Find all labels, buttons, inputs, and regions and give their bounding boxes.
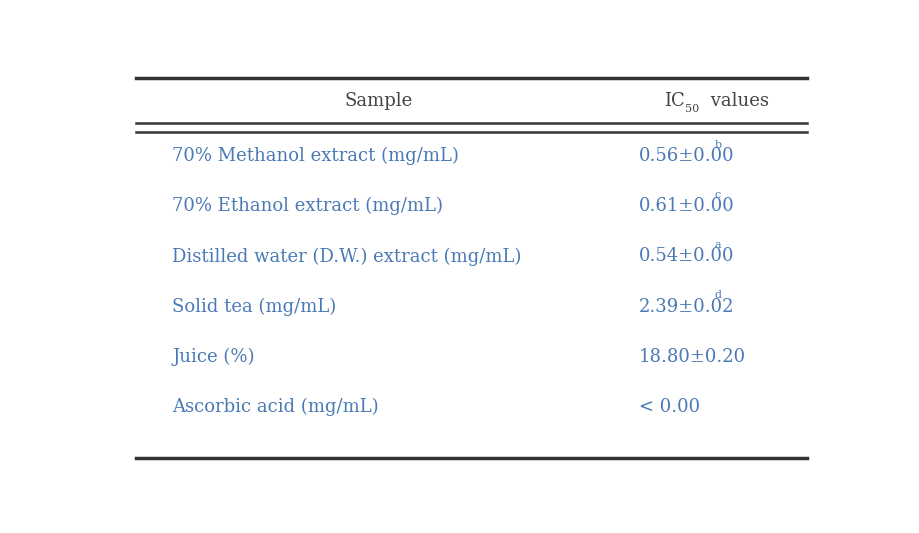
- Text: 18.80±0.20: 18.80±0.20: [639, 348, 745, 366]
- Text: 50: 50: [685, 104, 698, 114]
- Text: Distilled water (D.W.) extract (mg/mL): Distilled water (D.W.) extract (mg/mL): [172, 247, 521, 265]
- Text: values: values: [705, 92, 768, 110]
- Text: Solid tea (mg/mL): Solid tea (mg/mL): [172, 297, 336, 316]
- Text: c: c: [713, 190, 720, 200]
- Text: b: b: [713, 140, 720, 150]
- Text: < 0.00: < 0.00: [639, 398, 699, 416]
- Text: Sample: Sample: [345, 92, 413, 110]
- Text: Ascorbic acid (mg/mL): Ascorbic acid (mg/mL): [172, 398, 379, 416]
- Text: 0.61±0.00: 0.61±0.00: [639, 197, 734, 215]
- Text: 2.39±0.02: 2.39±0.02: [639, 297, 733, 316]
- Text: IC: IC: [664, 92, 684, 110]
- Text: 70% Methanol extract (mg/mL): 70% Methanol extract (mg/mL): [172, 147, 459, 165]
- Text: Juice (%): Juice (%): [172, 348, 255, 366]
- Text: d: d: [713, 290, 720, 300]
- Text: 0.54±0.00: 0.54±0.00: [639, 247, 733, 265]
- Text: a: a: [713, 240, 720, 250]
- Text: 0.56±0.00: 0.56±0.00: [639, 147, 734, 165]
- Text: 70% Ethanol extract (mg/mL): 70% Ethanol extract (mg/mL): [172, 197, 443, 215]
